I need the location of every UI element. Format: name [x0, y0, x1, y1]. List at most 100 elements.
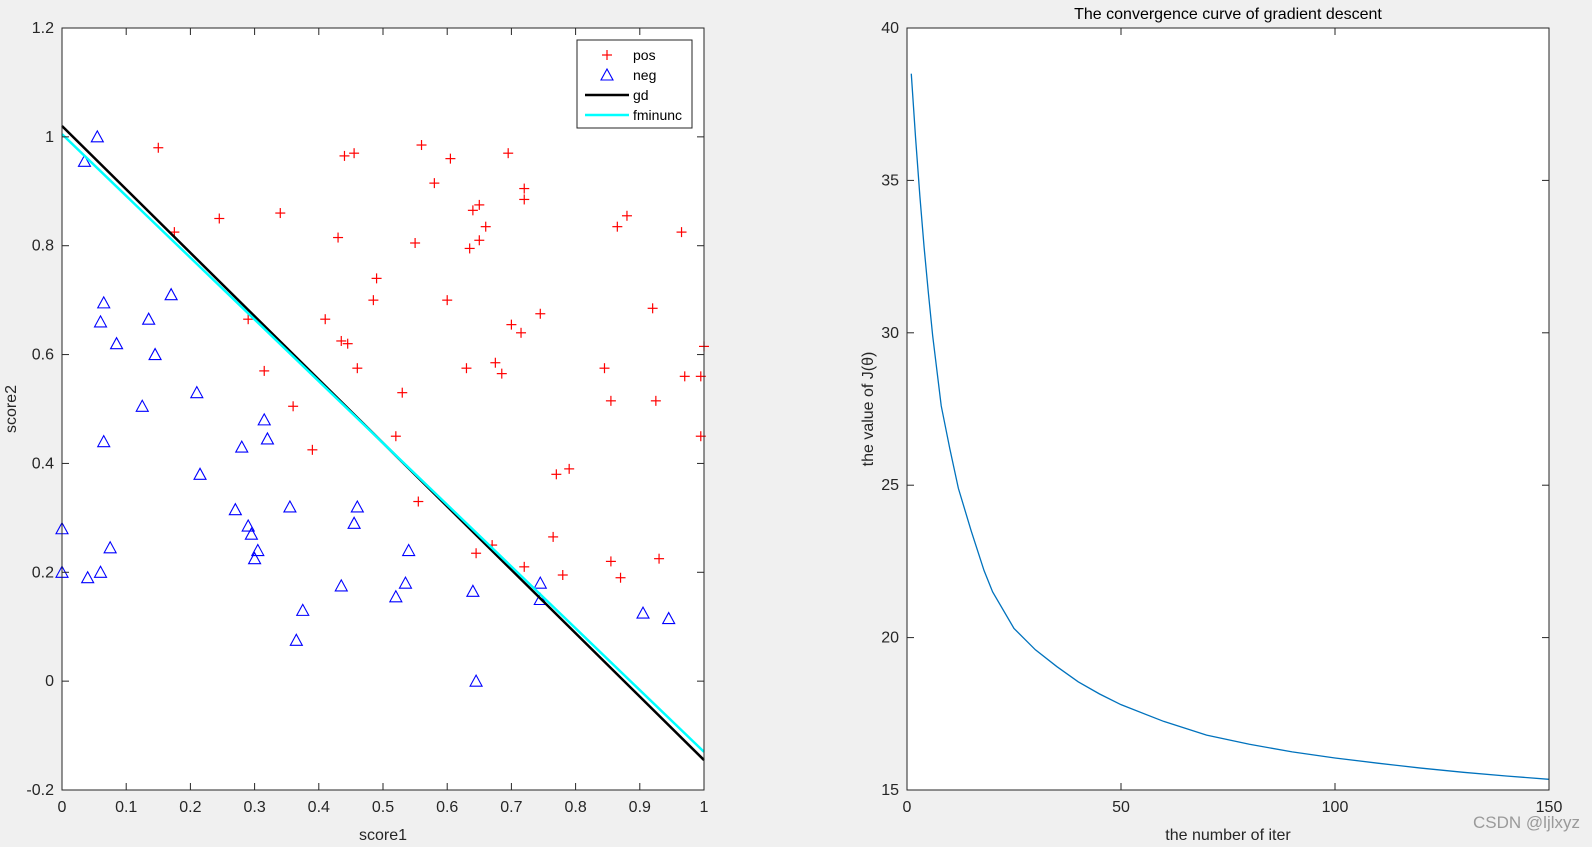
legend-neg-marker [600, 67, 614, 81]
scatter-chart: 0 0.1 0.2 0.3 0.4 0.5 0.6 0.7 0.8 0.9 1-0.200.20.4… [3, 20, 709, 844]
pos-point [214, 213, 225, 224]
y-axis-label: the value of J(θ) [860, 352, 877, 467]
x-axis-label: score1 [359, 827, 407, 844]
y-axis-label: score2 [3, 385, 20, 433]
pos-point [516, 327, 527, 338]
pos-point [474, 199, 485, 210]
legend-pos-marker [602, 50, 612, 60]
pos-point [342, 338, 353, 349]
y-tick-label: 35 [881, 172, 899, 189]
pos-point [605, 395, 616, 406]
x-tick-label: 0.6 [436, 799, 458, 816]
x-tick-label: 150 [1536, 799, 1563, 816]
neg-point [260, 431, 275, 445]
neg-point [93, 314, 108, 328]
neg-point [289, 633, 304, 646]
neg-point [282, 499, 297, 513]
pos-point [535, 308, 546, 319]
cost-curve-line [910, 73, 1550, 780]
pos-point [551, 469, 562, 480]
pos-point [480, 221, 491, 232]
neg-point [244, 527, 259, 540]
pos-point [259, 365, 270, 376]
pos-point [288, 401, 299, 412]
y-tick-label: 15 [881, 782, 899, 799]
y-tick-label: 1 [45, 129, 54, 146]
pos-point [320, 314, 331, 325]
pos-point [397, 387, 408, 398]
x-tick-label: 0.2 [179, 799, 201, 816]
convergence-chart: 0 50 100 150 15 20 25 30 35 40 The convergence cu… [860, 6, 1562, 844]
pos-point [548, 531, 559, 542]
pos-point [490, 357, 501, 368]
x-tick-label: 50 [1112, 799, 1130, 816]
pos-point [352, 363, 363, 374]
neg-point [164, 287, 179, 301]
pos-point [506, 319, 517, 330]
convergence-axes: 0 50 100 150 15 20 25 30 35 40 [881, 20, 1562, 816]
pos-point [339, 150, 350, 161]
pos-point [654, 553, 665, 564]
pos-point [410, 237, 421, 248]
legend-label: fminunc [633, 107, 682, 123]
neg-point [465, 584, 480, 597]
pos-point [676, 227, 687, 238]
y-tick-label: 0.6 [32, 347, 54, 364]
x-tick-label: 1 [700, 799, 709, 816]
neg-point [141, 312, 156, 325]
fminunc-boundary-line [61, 133, 705, 753]
pos-point [467, 205, 478, 216]
pos-point [647, 303, 658, 314]
pos-point [275, 208, 286, 219]
legend-label: pos [633, 47, 656, 63]
x-tick-label: 0.5 [372, 799, 394, 816]
pos-point [442, 295, 453, 306]
pos-point [496, 368, 507, 379]
legend: pos neg gd fminunc [576, 39, 693, 129]
pos-point [307, 444, 318, 455]
neg-point [295, 603, 310, 616]
pos-point [416, 140, 427, 151]
pos-point [243, 314, 254, 325]
pos-point [371, 273, 382, 284]
pos-point [390, 431, 401, 442]
y-tick-label: 0.4 [32, 455, 54, 472]
y-tick-label: 0.2 [32, 564, 54, 581]
pos-point [612, 221, 623, 232]
pos-point [349, 148, 360, 159]
neg-point [93, 565, 108, 578]
neg-point [469, 673, 484, 687]
pos-point [445, 153, 456, 164]
x-tick-label: 0.9 [629, 799, 651, 816]
neg-point [388, 589, 403, 603]
x-tick-label: 0.7 [500, 799, 522, 816]
pos-point [519, 561, 530, 572]
pos-point [557, 570, 568, 581]
x-axis-label: the number of iter [1165, 827, 1291, 844]
pos-point [368, 295, 379, 306]
y-tick-label: 0.8 [32, 238, 54, 255]
pos-point [503, 148, 514, 159]
x-tick-label: 0 [903, 799, 912, 816]
neg-point [189, 385, 204, 399]
pos-point [650, 395, 661, 406]
neg-point [334, 578, 349, 592]
pos-point [464, 243, 475, 254]
pos-point [679, 371, 690, 382]
x-tick-label: 100 [1322, 799, 1349, 816]
y-tick-label: 1.2 [32, 20, 54, 37]
x-tick-label: 0.3 [243, 799, 265, 816]
neg-point [109, 336, 124, 350]
neg-point [533, 592, 548, 606]
neg-point [234, 439, 249, 453]
neg-point [148, 347, 163, 361]
neg-point [103, 540, 118, 554]
x-tick-label: 0 [58, 799, 67, 816]
axes-frame [906, 27, 1550, 791]
neg-point [80, 570, 95, 584]
scatter-axes: 0 0.1 0.2 0.3 0.4 0.5 0.6 0.7 0.8 0.9 1-0.200.20.4… [26, 20, 708, 816]
pos-point [333, 232, 344, 243]
neg-point [250, 543, 265, 557]
neg-point [401, 543, 416, 557]
